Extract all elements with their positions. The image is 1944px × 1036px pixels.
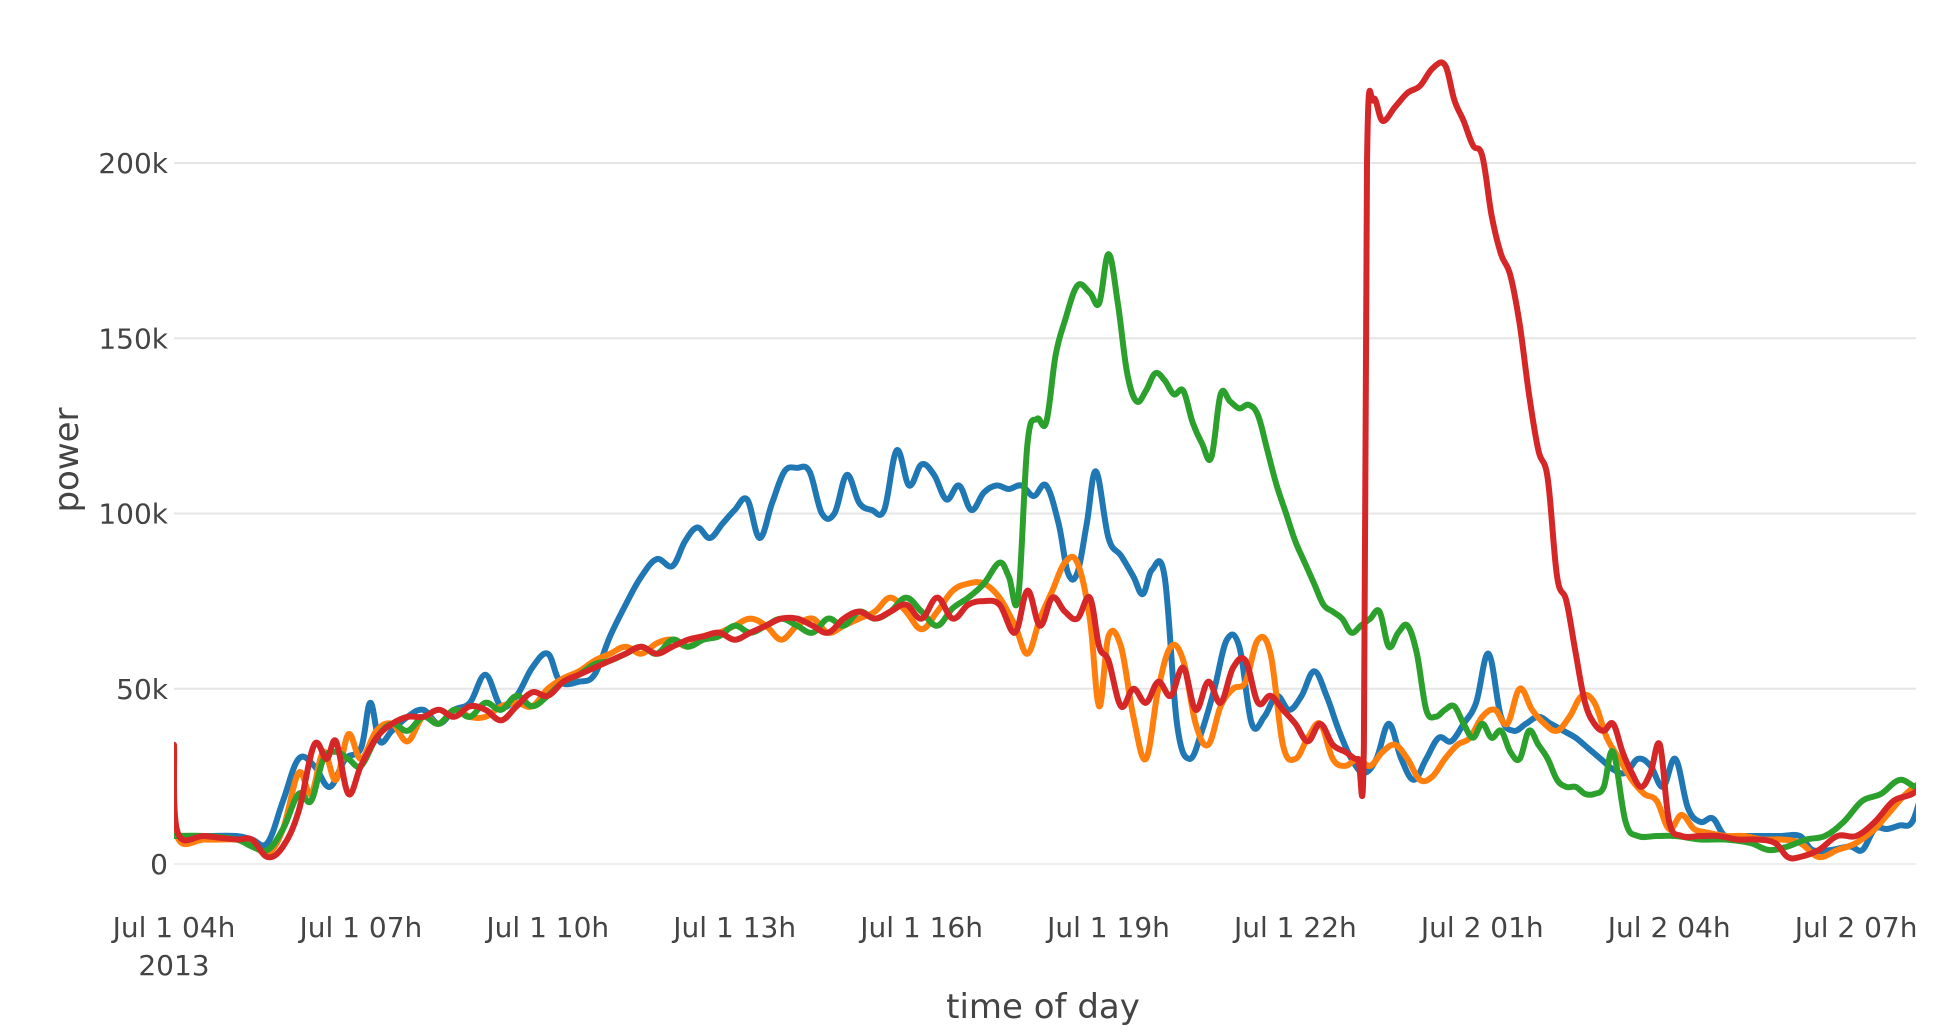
y-tick-label: 200k (98, 147, 168, 180)
x-tick-label: Jul 1 07h (298, 911, 423, 944)
x-tick-label: Jul 1 04h (111, 911, 236, 944)
x-axis-title: time of day (946, 987, 1140, 1027)
series-line-4 (174, 59, 1916, 862)
y-axis-title: power (47, 407, 87, 512)
x-tick-label: Jul 2 07h (1793, 911, 1918, 944)
y-tick-label: 150k (98, 322, 168, 355)
x-tick-label: Jul 2 01h (1419, 911, 1544, 944)
series-line-1 (174, 447, 1916, 855)
x-tick-label-year: 2013 (138, 949, 209, 982)
x-tick-label: Jul 1 10h (484, 911, 609, 944)
y-tick-label: 0 (150, 848, 168, 881)
x-tick-label: Jul 1 19h (1045, 911, 1170, 944)
y-axis-ticks: 0 50k 100k 150k 200k (98, 147, 168, 881)
x-tick-label: Jul 1 13h (671, 911, 796, 944)
x-tick-label: Jul 1 22h (1232, 911, 1357, 944)
series-lines (174, 59, 1916, 862)
x-tick-label: Jul 1 16h (858, 911, 983, 944)
y-tick-label: 50k (116, 673, 169, 706)
gridlines (174, 162, 1916, 865)
y-tick-label: 100k (98, 498, 168, 531)
x-tick-label: Jul 2 04h (1606, 911, 1731, 944)
x-axis-ticks: Jul 1 04h 2013 Jul 1 07h Jul 1 10h Jul 1 13h… (111, 911, 1918, 982)
